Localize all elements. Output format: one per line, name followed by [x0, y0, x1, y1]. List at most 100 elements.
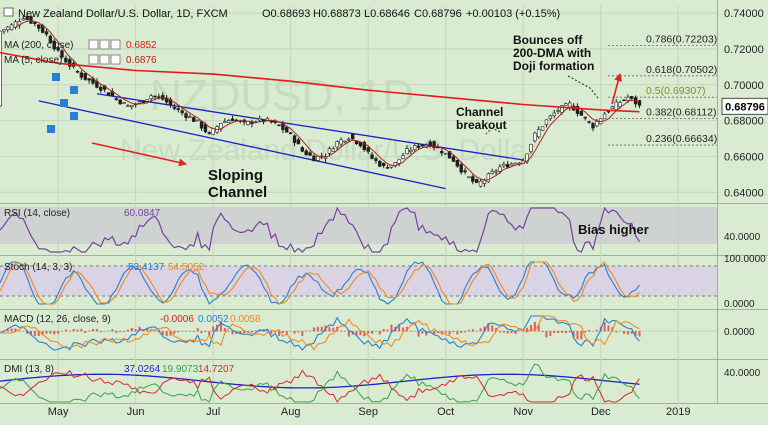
candle-body [544, 119, 549, 125]
ma200-line [0, 51, 640, 113]
candle-body [564, 103, 568, 106]
fib-level-label: 0.382(0.68112) [646, 107, 716, 119]
time-axis-label: Jul [206, 406, 220, 418]
candle-body [114, 98, 118, 100]
candle-body [230, 118, 235, 122]
price-tick-label: 0.68000 [724, 116, 764, 128]
macd-hist-bar [371, 331, 374, 334]
candle-body [265, 117, 270, 121]
macd-hist-bar [417, 331, 420, 337]
candle-body [614, 101, 618, 111]
fib-level-label: 0.786(0.72203) [646, 33, 717, 45]
candle-body [137, 101, 142, 104]
macd-hist-bar [487, 323, 490, 332]
macd-hist-bar [533, 322, 536, 332]
price-tick-label: 0.64000 [724, 187, 764, 199]
time-axis-label: Jun [127, 406, 145, 418]
macd-hist-bar [18, 330, 21, 332]
candle-body [52, 40, 56, 50]
dmi-minus-value: 14.7207 [198, 364, 235, 375]
macd-hist-bar [208, 331, 211, 336]
candle-body [478, 180, 483, 187]
ma200-legend[interactable]: MA (200, close) 0.6852 [4, 39, 157, 51]
candle-body [385, 167, 390, 169]
candle-body [153, 95, 157, 98]
macd-hist-bar [204, 331, 207, 333]
macd-hist-bar [111, 329, 114, 332]
macd-hist-bar [33, 331, 36, 336]
annotation-sloping-channel-line1: Sloping [208, 167, 263, 184]
stoch-d-line [0, 261, 640, 305]
macd-hist-bar [231, 331, 234, 335]
candle-body [432, 141, 436, 148]
macd-hist-bar [72, 328, 75, 332]
macd-hist-bar [374, 331, 377, 332]
symbol-collapse-icon[interactable] [3, 7, 14, 17]
candle-body [83, 73, 87, 80]
candle-body [381, 162, 386, 166]
ma5-buttons-icon[interactable] [88, 54, 121, 65]
ma5-legend[interactable]: MA (5, close) 0.6876 [4, 54, 157, 66]
macd-hist-bar [30, 331, 33, 335]
macd-hist-bar [615, 331, 618, 333]
macd-hist-bar [119, 331, 122, 333]
time-axis-label: Aug [281, 406, 301, 418]
candle-body [537, 129, 541, 138]
macd-hist-bar [188, 330, 191, 332]
ma200-buttons-icon[interactable] [88, 39, 121, 50]
candle-body [207, 132, 211, 134]
hidden-study-eye-icons[interactable] [47, 73, 78, 133]
macd-hist-bar [603, 322, 606, 332]
candle-body [409, 150, 413, 152]
macd-hist-bar [177, 331, 180, 333]
macd-hist-bar [150, 330, 153, 332]
annotation-bounces-line2: 200-DMA with [513, 46, 591, 60]
macd-hist-bar [99, 331, 102, 333]
rsi-value: 60.0847 [124, 208, 161, 219]
macd-hist-bar [588, 330, 591, 332]
candle-body [490, 171, 494, 174]
macd-hist-bar [239, 331, 242, 335]
macd-hist-bar [254, 330, 257, 332]
candle-body [595, 121, 599, 127]
candle-body [378, 160, 382, 167]
candle-body [405, 148, 409, 154]
candle-body [401, 155, 405, 159]
macd-hist-bar [495, 328, 498, 332]
candle-body [506, 164, 510, 168]
macd-axis-0: 0.0000 [724, 327, 755, 338]
macd-hist-bar [123, 331, 126, 332]
macd-hist-bar [185, 331, 188, 332]
macd-hist-bar [305, 330, 308, 332]
candle-body [467, 176, 471, 179]
candle-body [339, 139, 343, 145]
macd-hist-bar [68, 331, 71, 332]
stoch-k-value: 53.4137 [128, 262, 165, 273]
macd-hist-bar [386, 329, 389, 332]
ohlc-open: O0.68693 [262, 8, 310, 20]
ma5-value: 0.6876 [126, 55, 157, 66]
macd-hist-bar [169, 331, 172, 336]
macd-hist-bar [14, 328, 17, 332]
macd-hist-bar [250, 331, 253, 333]
candle-body [463, 170, 467, 173]
candle-body [29, 16, 33, 24]
macd-hist-bar [591, 331, 594, 332]
candle-body [145, 99, 149, 102]
dmi-plus-line [0, 363, 640, 403]
macd-hist-bar [510, 331, 513, 334]
dmi-minus-line [0, 369, 640, 403]
macd-hist-bar [80, 328, 83, 332]
candle-body [374, 158, 378, 161]
macd-hist-bar [165, 331, 168, 337]
dmi-pane: DMI (13, 8) 37.0264 19.9073 14.7207 40.0… [0, 363, 761, 403]
macd-hist-bar [293, 331, 296, 334]
candle-body [626, 96, 630, 101]
macd-histogram [0, 322, 641, 340]
last-price-label: 0.68796 [725, 101, 765, 113]
macd-hist-bar [630, 331, 633, 334]
macd-hist-bar [464, 331, 467, 333]
candle-body [180, 110, 184, 114]
candle-body [118, 99, 122, 105]
candle-body [416, 145, 421, 148]
